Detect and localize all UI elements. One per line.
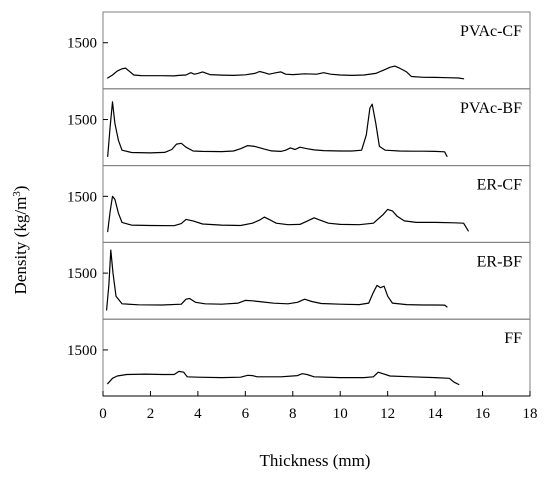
x-tick-label: 18 [523,406,538,422]
x-tick-label: 0 [99,406,107,422]
x-tick-label: 6 [242,406,250,422]
panel-er-cf: 1500 ER-CF [67,165,531,243]
panel-er-bf: 1500 ER-BF [67,241,531,320]
x-tick-label: 4 [194,406,202,422]
panels-layer: 1500 PVAc-CF 1500 PVAc-BF 1500 ER-CF 1500 ER-BF… [67,11,531,397]
series-line-pvac-bf [107,101,448,157]
panel-ff: 1500 FF [67,318,531,397]
series-line-er-cf [107,195,469,233]
y-tick-label: 1500 [67,113,97,129]
y-tick-label: 1500 [67,343,97,359]
x-axis-title: Thickness (mm) [260,451,371,470]
x-tick-label: 10 [333,406,348,422]
y-axis-title-main: Density (kg/m [11,197,30,295]
y-tick-label: 1500 [67,266,97,282]
series-line-er-bf [106,249,448,311]
series-line-pvac-cf [107,65,465,80]
y-axis-title-sup: 3 [11,191,23,197]
series-label: ER-CF [477,177,522,194]
x-tick-label: 8 [289,406,297,422]
panel-frame [102,241,531,320]
x-tick-label: 12 [380,406,395,422]
y-tick-label: 1500 [67,189,97,205]
series-label: PVAc-CF [460,23,522,40]
y-tick-label: 1500 [67,36,97,52]
x-tick-label: 2 [147,406,155,422]
x-tick-label: 16 [475,406,491,422]
panel-pvac-cf: 1500 PVAc-CF [67,11,531,90]
x-axis: 0 2 4 6 8 10 12 14 16 18 [99,391,538,422]
panel-frame [102,318,531,397]
series-line-ff [107,370,460,386]
series-label: ER-BF [477,253,522,270]
series-label: FF [504,330,522,347]
series-label: PVAc-BF [460,100,522,117]
y-axis-title-end: ) [11,186,30,192]
x-tick-label: 14 [428,406,444,422]
y-axis-title: Density (kg/m3) [11,186,30,295]
panel-frame [102,165,531,243]
panel-pvac-bf: 1500 PVAc-BF [67,88,531,167]
